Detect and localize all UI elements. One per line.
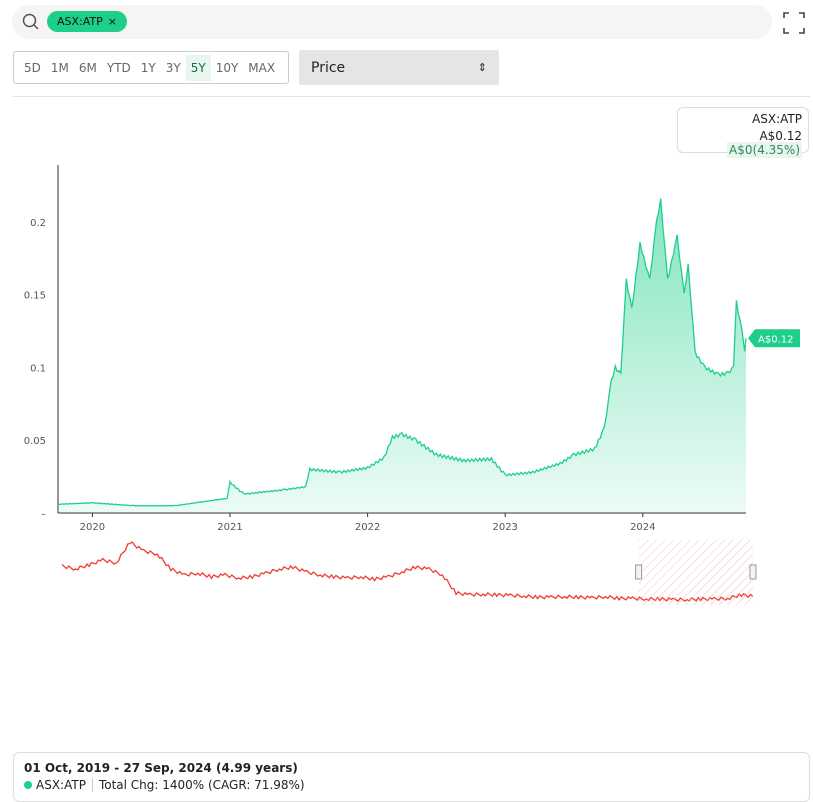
date-range: 01 Oct, 2019 - 27 Sep, 2024 (4.99 years) (24, 761, 298, 775)
range-5y[interactable]: 5Y (185, 54, 211, 81)
navigator-handle-left[interactable] (635, 564, 643, 580)
close-icon[interactable]: × (107, 15, 117, 28)
range-6m[interactable]: 6M (78, 60, 97, 75)
price-chart[interactable]: – 0.05 0.1 0.15 0.2 2020 2021 2022 2023 2024 A$0.1… (0, 0, 813, 620)
total-change: Total Chg: 1400% (CAGR: 71.98%) (98, 778, 305, 792)
range-ytd[interactable]: YTD (106, 60, 131, 75)
ticker-chip[interactable]: ASX:ATP × (47, 11, 127, 32)
last-price-label: A$0.12 (758, 334, 793, 345)
y-tick-label: 0.05 (24, 436, 46, 447)
price-area (58, 198, 746, 513)
divider (13, 96, 810, 97)
navigator-line (61, 541, 754, 602)
metric-select[interactable]: Price ⇕ (299, 50, 499, 85)
range-max[interactable]: MAX (248, 60, 276, 75)
legend-box: ASX:ATP A$0.12 A$0(4.35%) (677, 107, 809, 158)
range-3y[interactable]: 3Y (165, 60, 181, 75)
price-line (57, 198, 747, 507)
x-tick-label: 2024 (630, 522, 655, 533)
range-1m[interactable]: 1M (50, 60, 69, 75)
search-bar[interactable]: ASX:ATP × (12, 5, 772, 39)
legend-ticker: ASX:ATP (752, 112, 802, 126)
fullscreen-icon[interactable] (783, 12, 805, 34)
legend-price: A$0.12 (759, 129, 802, 143)
search-icon (22, 13, 39, 30)
chevron-updown-icon: ⇕ (477, 61, 487, 74)
x-tick-label: 2021 (217, 522, 242, 533)
footer-ticker: ASX:ATP (36, 778, 86, 792)
range-10y[interactable]: 10Y (215, 60, 239, 75)
metric-select-value: Price (311, 60, 346, 76)
navigator-selection (638, 540, 753, 605)
x-tick-label: 2022 (355, 522, 380, 533)
ticker-chip-label: ASX:ATP (57, 15, 103, 28)
y-tick-label: 0.2 (30, 218, 46, 229)
x-tick-label: 2023 (492, 522, 517, 533)
navigator-handle-right[interactable] (749, 564, 757, 580)
range-5d[interactable]: 5D (24, 60, 41, 75)
range-1y[interactable]: 1Y (140, 60, 156, 75)
y-tick-label: 0.1 (30, 363, 46, 374)
y-tick-label: 0.15 (24, 291, 46, 302)
x-tick-label: 2020 (80, 522, 105, 533)
y-tick-label: – (41, 509, 46, 520)
series-dot (24, 781, 32, 789)
last-price-marker (748, 329, 800, 348)
legend-change: A$0(4.35%) (727, 142, 802, 158)
range-selector: 5D 1M 6M YTD 1Y 3Y 5Y 10Y MAX (13, 51, 289, 84)
